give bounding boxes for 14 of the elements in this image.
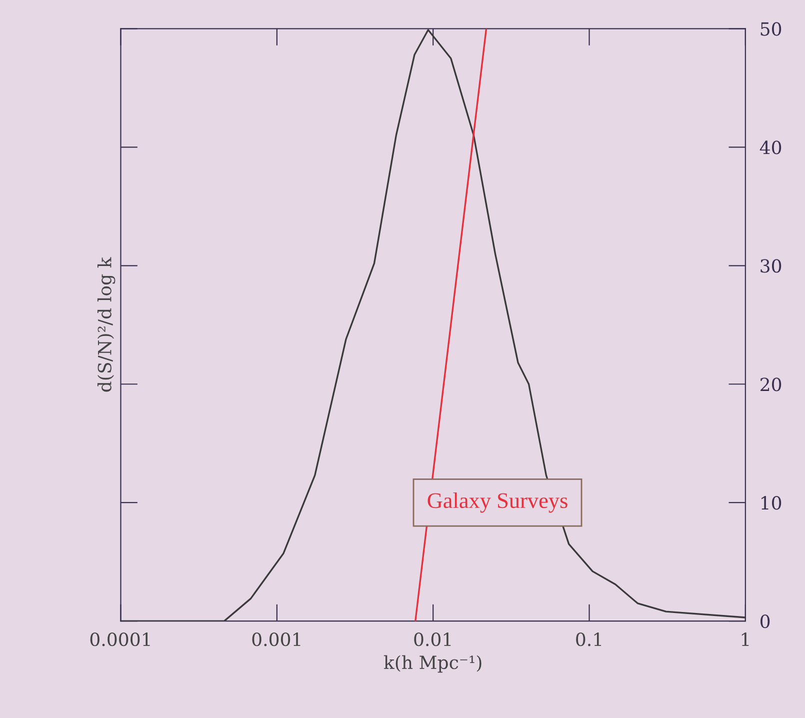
y-tick-label: 10 bbox=[762, 496, 782, 510]
x-tick-label: 0.1 bbox=[576, 632, 602, 646]
y-tick-label: 50 bbox=[760, 22, 782, 36]
x-tick-label: 0.0001 bbox=[90, 632, 150, 646]
x-axis-title: k(h Mpc⁻¹) bbox=[384, 655, 482, 673]
y-tick-label: 0 bbox=[760, 614, 770, 628]
x-tick-label: 0.001 bbox=[252, 632, 300, 646]
x-tick-label: 1 bbox=[742, 632, 749, 646]
y-tick-label: 30 bbox=[760, 259, 782, 273]
annotation: Galaxy Surveys bbox=[428, 492, 568, 513]
y-tick-label: 20 bbox=[760, 378, 782, 392]
y-axis-title: d(S/N)²/d log k bbox=[97, 257, 116, 392]
x-tick-label: 0.01 bbox=[414, 632, 451, 646]
y-tick-label: 40 bbox=[760, 140, 782, 154]
